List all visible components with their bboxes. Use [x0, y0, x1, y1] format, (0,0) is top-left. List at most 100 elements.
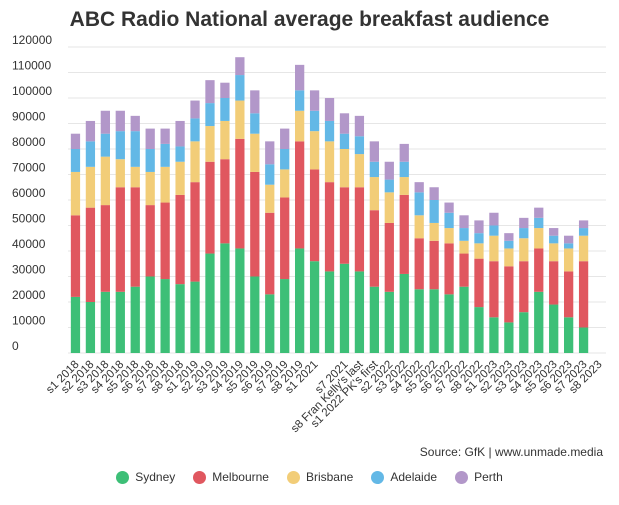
bar-perth	[115, 110, 125, 132]
bar-melbourne	[205, 161, 215, 254]
bar-perth	[549, 228, 559, 236]
y-tick-label: 120000	[12, 33, 52, 47]
y-tick-label: 60000	[12, 186, 46, 200]
bar-sydney	[100, 291, 110, 353]
y-tick-label: 0	[12, 339, 19, 353]
legend-item-perth: Perth	[455, 470, 503, 484]
bar-melbourne	[175, 194, 185, 285]
bar-adelaide	[444, 212, 454, 229]
bar-melbourne	[534, 248, 544, 292]
y-tick-label: 110000	[12, 59, 51, 73]
bar-perth	[444, 202, 454, 213]
bar-perth	[220, 82, 230, 98]
stacked-bar-chart: 0 10000 20000 30000 40000 50000 60000 70000 8000…	[12, 33, 606, 435]
bar-brisbane	[309, 131, 320, 170]
bar-sydney	[70, 296, 81, 353]
bar-brisbane	[295, 110, 305, 142]
bar-perth	[414, 182, 424, 193]
bar-brisbane	[85, 166, 96, 208]
bar-adelaide	[519, 228, 529, 239]
gridlines	[68, 46, 606, 354]
y-tick-label: 20000	[12, 288, 46, 302]
bar-adelaide	[459, 228, 469, 241]
bar-sydney	[444, 294, 454, 353]
bar-brisbane	[414, 215, 424, 239]
bar-sydney	[175, 284, 185, 353]
bar-brisbane	[175, 161, 185, 195]
bar-perth	[160, 128, 170, 144]
bar-adelaide	[235, 75, 245, 101]
bar-brisbane	[429, 222, 439, 241]
y-tick-label: 10000	[12, 314, 46, 328]
chart-title: ABC Radio National average breakfast aud…	[69, 8, 550, 31]
y-tick-label: 80000	[12, 135, 46, 149]
bar-melbourne	[70, 215, 81, 297]
bar-perth	[70, 133, 81, 149]
bar-adelaide	[145, 149, 155, 172]
bar-melbourne	[130, 187, 140, 287]
bar-sydney	[504, 322, 514, 353]
bar-adelaide	[549, 235, 559, 244]
bar-brisbane	[399, 177, 409, 195]
bar-adelaide	[369, 161, 379, 178]
bar-melbourne	[429, 240, 439, 290]
bar-melbourne	[444, 243, 454, 295]
bar-perth	[250, 90, 260, 114]
bar-perth	[175, 120, 185, 147]
bar-perth	[474, 220, 484, 234]
y-tick-label: 30000	[12, 263, 46, 277]
bar-sydney	[295, 248, 305, 353]
bar-sydney	[459, 286, 469, 353]
y-axis-tick-labels: 0 10000 20000 30000 40000 50000 60000 70000 8000…	[12, 33, 52, 353]
bar-melbourne	[414, 238, 424, 290]
bar-adelaide	[190, 118, 200, 142]
y-tick-label: 90000	[12, 110, 46, 124]
bar-melbourne	[100, 205, 110, 292]
bar-perth	[130, 115, 140, 132]
bar-brisbane	[70, 171, 81, 216]
bar-perth	[519, 217, 529, 229]
bar-sydney	[339, 263, 350, 353]
bar-adelaide	[70, 149, 81, 172]
legend-swatch	[455, 470, 469, 484]
bar-perth	[190, 100, 200, 119]
bar-adelaide	[160, 143, 170, 167]
bar-melbourne	[578, 261, 589, 328]
bar-perth	[265, 141, 275, 165]
bar-brisbane	[145, 171, 155, 206]
bar-sydney	[549, 304, 559, 353]
legend-swatch	[286, 470, 300, 484]
bar-adelaide	[429, 200, 439, 223]
bar-sydney	[265, 294, 275, 353]
bar-brisbane	[504, 248, 514, 267]
y-tick-label: 40000	[12, 237, 46, 251]
bar-perth	[309, 90, 320, 111]
bar-sydney	[474, 307, 484, 353]
y-tick-label: 100000	[12, 84, 52, 98]
bar-perth	[85, 120, 96, 142]
bar-brisbane	[354, 154, 365, 188]
bar-sydney	[429, 289, 439, 353]
bar-perth	[578, 220, 589, 229]
bar-adelaide	[250, 113, 260, 134]
bar-sydney	[534, 291, 544, 353]
bar-sydney	[309, 261, 320, 353]
bar-perth	[489, 212, 499, 226]
bar-melbourne	[295, 141, 305, 249]
bar-brisbane	[444, 228, 454, 244]
bar-sydney	[578, 327, 589, 353]
bar-adelaide	[578, 228, 589, 236]
bar-melbourne	[309, 169, 320, 262]
bar-sydney	[564, 317, 574, 353]
legend-item-adelaide: Adelaide	[371, 470, 437, 484]
bar-adelaide	[474, 233, 484, 244]
bar-brisbane	[474, 243, 484, 259]
bar-perth	[100, 110, 110, 134]
bar-sydney	[414, 289, 424, 353]
bar-melbourne	[459, 253, 469, 287]
bar-adelaide	[534, 217, 544, 229]
bar-melbourne	[324, 182, 335, 272]
bar-brisbane	[369, 177, 379, 211]
bar-adelaide	[130, 131, 140, 167]
bar-brisbane	[190, 141, 200, 183]
